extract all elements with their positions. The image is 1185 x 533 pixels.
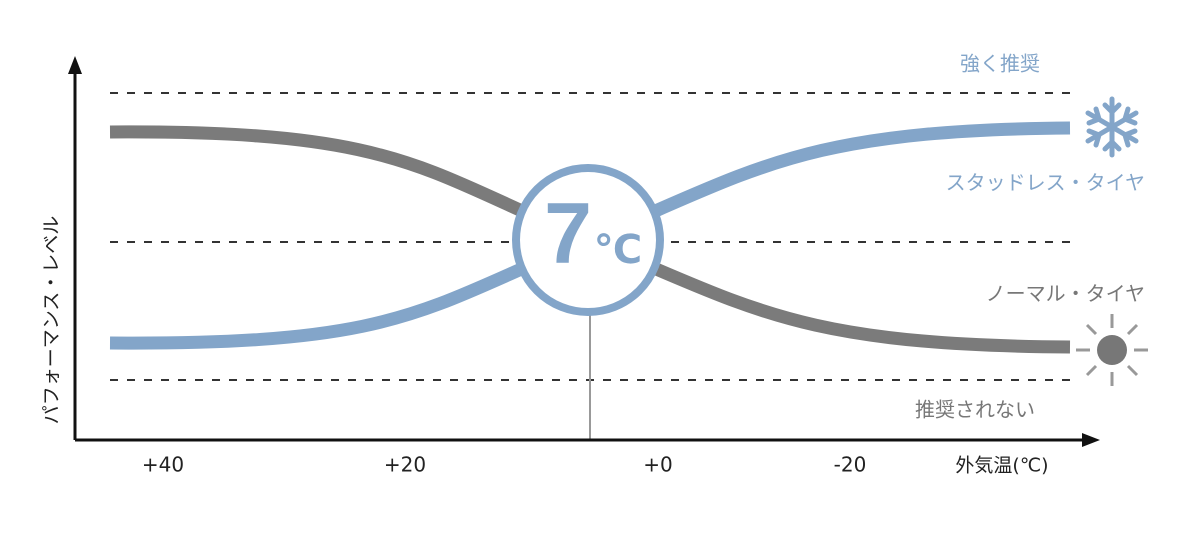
series-label: スタッドレス・タイヤ — [946, 171, 1145, 195]
x-tick-label: +40 — [142, 453, 184, 477]
badge-number: 7 — [544, 186, 592, 282]
x-tick-label: -20 — [834, 453, 867, 477]
x-axis-label: 外気温(℃) — [955, 455, 1048, 477]
badge-circle — [512, 164, 664, 316]
y-axis-label: パフォーマンス・レベル — [41, 216, 63, 425]
series-label: ノーマル・タイヤ — [986, 282, 1145, 306]
y-arrow — [68, 56, 82, 74]
axes — [73, 70, 1085, 442]
x-arrow — [1082, 433, 1100, 447]
level-label: 強く推奨 — [960, 52, 1040, 76]
x-tick-label: +0 — [643, 453, 672, 477]
level-label: 推奨されない — [915, 398, 1035, 422]
x-tick-label: +20 — [384, 453, 426, 477]
snowflake-icon — [1085, 96, 1139, 158]
sun-icon — [1076, 314, 1148, 386]
badge-unit: ℃ — [594, 227, 642, 273]
x-ticks: +40 +20 +0 -20 — [142, 453, 866, 477]
